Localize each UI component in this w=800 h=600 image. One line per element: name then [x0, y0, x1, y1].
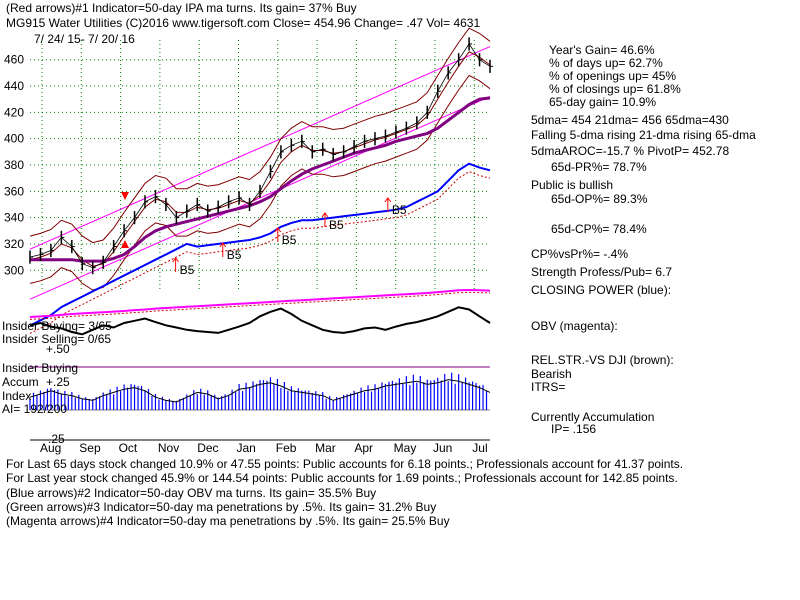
y-tick-label: 360	[4, 184, 24, 198]
header-symbol-line: MG915 Water Utilities (C)2016 www.tigers…	[6, 16, 481, 30]
x-tick-label: Jul	[472, 441, 487, 455]
y-tick-label: 400	[4, 132, 24, 146]
footer-blue-arrows: (Blue arrows)#2 Indicator=50-day OBV ma …	[6, 486, 377, 500]
stat-pr: 65d-PR%= 78.7%	[551, 160, 647, 174]
accum-minus25: -.25	[44, 432, 65, 446]
buy-arrow-label: B5	[329, 218, 344, 232]
buy-arrow-red	[121, 240, 129, 248]
x-axis: Aug Sep Oct Nov Dec Jan Feb Mar Apr May Jun Jul	[30, 439, 490, 455]
x-tick-label: Feb	[276, 441, 297, 455]
y-tick-label: 440	[4, 79, 24, 93]
x-tick-label: Oct	[119, 441, 138, 455]
stat-aroc: 5dmaAROC=-15.7 % PivotP= 452.78	[531, 144, 730, 158]
channel-lower	[29, 96, 491, 300]
header-indicator-1: (Red arrows)#1 Indicator=50-day IPA ma t…	[6, 1, 357, 15]
insider-plus50: +.50	[46, 342, 70, 356]
price-line	[29, 43, 491, 269]
stat-years-gain: Year's Gain= 46.6%	[549, 43, 655, 57]
footer-year: For Last year stock changed 45.9% or 144…	[6, 471, 678, 485]
stat-relstr: REL.STR.-VS DJI (brown):	[531, 353, 674, 367]
buy-arrow-label: B5	[227, 248, 242, 262]
closing-power-line	[29, 162, 491, 327]
x-tick-label: Apr	[354, 441, 373, 455]
sell-arrow	[121, 192, 129, 200]
stat-accumulation: Currently Accumulation	[531, 410, 655, 424]
buy-arrow-label: B5	[180, 263, 195, 277]
buy-arrow-label: B5	[392, 203, 407, 217]
stat-ip: IP= .156	[551, 422, 597, 436]
x-tick-label: Jan	[236, 441, 255, 455]
x-tick-label: Jun	[433, 441, 452, 455]
x-tick-label: Aug	[40, 441, 61, 455]
relstr-line	[29, 306, 491, 336]
obv-line	[29, 288, 491, 318]
buy-arrow-label: B5	[282, 233, 297, 247]
stat-op: 65d-OP%= 89.3%	[551, 192, 648, 206]
obv-ma	[29, 291, 491, 320]
stat-strength: Strength Profess/Pub= 6.7	[531, 265, 673, 279]
footer-65day: For Last 65 days stock changed 10.9% or …	[6, 457, 684, 471]
x-tick-label: Dec	[197, 441, 218, 455]
price-pane: B5 B5 B5 B5 B5	[29, 27, 493, 334]
stat-closings-up: % of closings up= 61.8%	[549, 82, 681, 96]
ma65-line	[30, 96, 491, 263]
stat-openings-up: % of openings up= 45%	[549, 69, 677, 83]
buy-arrow-head	[274, 227, 282, 233]
buy-arrow-head	[384, 197, 392, 203]
chart-grid	[30, 40, 490, 290]
stat-cp: 65d-CP%= 78.4%	[551, 222, 647, 236]
y-tick-label: 340	[4, 211, 24, 225]
insider-selling-count: Insider Selling= 0/65	[2, 332, 112, 346]
x-tick-label: Sep	[79, 441, 101, 455]
x-tick-label: May	[394, 441, 417, 455]
stat-falling: Falling 5-dma rising 21-dma rising 65-dm…	[531, 128, 756, 142]
buy-arrow-head	[321, 212, 329, 218]
ai-value: AI= 192/200	[2, 402, 68, 416]
band-upper	[29, 27, 491, 244]
index-label: Index	[2, 389, 32, 403]
accum-plus25: +.25	[46, 375, 70, 389]
stat-dma: 5dma= 454 21dma= 456 65dma=430	[531, 113, 729, 127]
stat-itrs: ITRS=	[531, 380, 566, 394]
accum-ma	[29, 379, 491, 403]
band-lower	[29, 74, 491, 291]
stat-65day-gain: 65-day gain= 10.9%	[549, 95, 657, 109]
accum-label: Accum	[2, 375, 39, 389]
x-tick-label: Mar	[315, 441, 336, 455]
stat-obv: OBV (magenta):	[531, 319, 618, 333]
stat-bearish: Bearish	[531, 367, 572, 381]
y-tick-label: 380	[4, 158, 24, 172]
footer-green-arrows: (Green arrows)#3 Indicator=50-day ma pen…	[6, 500, 437, 514]
footer-magenta-arrows: (Magenta arrows)#4 Indicator=50-day ma p…	[6, 514, 450, 528]
header-date-range: 7/ 24/ 15- 7/ 20/ 16	[34, 32, 135, 46]
stat-public: Public is bullish	[531, 178, 614, 192]
buy-arrow-head	[172, 257, 180, 263]
channel-upper	[29, 46, 491, 250]
indicator-pane	[29, 288, 491, 336]
x-tick-label: Nov	[158, 441, 179, 455]
y-tick-label: 300	[4, 263, 24, 277]
stat-cpvspr: CP%vsPr%= -.4%	[531, 247, 629, 261]
y-tick-label: 420	[4, 105, 24, 119]
insider-buying-count: Insider Buying= 3/65	[2, 319, 112, 333]
accum-pane	[29, 366, 491, 411]
insider-buying-label: Insider Buying	[2, 361, 79, 375]
ma21-line	[29, 51, 491, 267]
y-tick-label: 460	[4, 53, 24, 67]
buy-arrow-head	[219, 242, 227, 248]
stat-closing-power: CLOSING POWER (blue):	[531, 283, 672, 297]
y-axis: 300 320 340 360 380 400 420 440 460	[4, 53, 24, 278]
stat-days-up: % of days up= 62.7%	[549, 56, 663, 70]
y-tick-label: 320	[4, 237, 24, 251]
